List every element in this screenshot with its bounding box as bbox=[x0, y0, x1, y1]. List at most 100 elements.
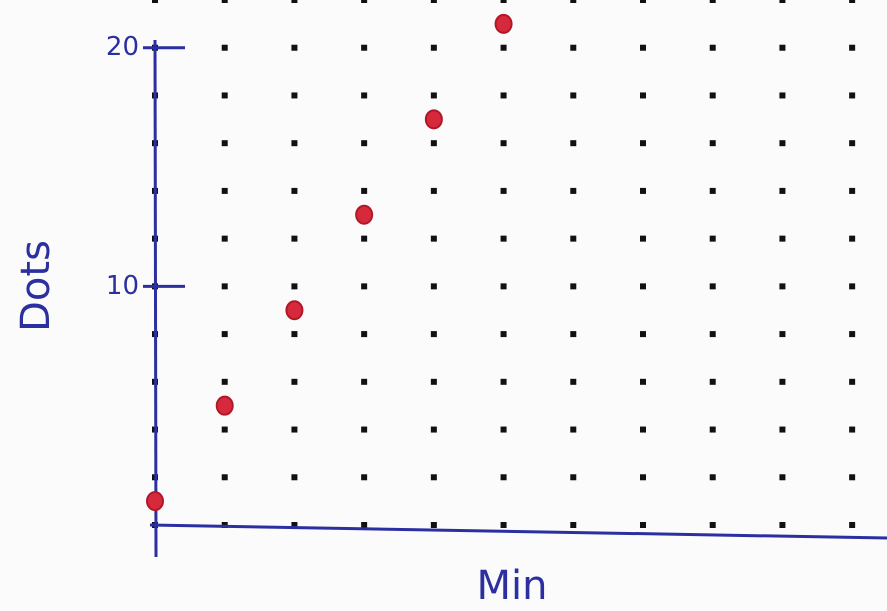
grid-dot bbox=[431, 522, 437, 528]
grid-dot bbox=[849, 140, 855, 146]
grid-dot bbox=[570, 427, 576, 433]
grid-dot bbox=[431, 379, 437, 385]
grid-dot bbox=[291, 283, 297, 289]
grid-dot bbox=[640, 283, 646, 289]
grid-dot bbox=[291, 140, 297, 146]
grid-dot bbox=[361, 283, 367, 289]
grid-dot bbox=[431, 188, 437, 194]
grid-dot bbox=[710, 188, 716, 194]
grid-dot bbox=[570, 188, 576, 194]
grid-dot bbox=[640, 140, 646, 146]
grid-dot bbox=[710, 379, 716, 385]
grid-dot bbox=[849, 331, 855, 337]
grid-dot bbox=[570, 45, 576, 51]
grid-dot bbox=[710, 92, 716, 98]
point bbox=[496, 15, 512, 33]
grid-dot bbox=[222, 140, 228, 146]
grid-dot bbox=[361, 427, 367, 433]
grid-dot bbox=[361, 0, 367, 3]
grid-dot bbox=[501, 427, 507, 433]
grid-dot bbox=[431, 0, 437, 3]
grid-dot bbox=[779, 92, 785, 98]
grid-dot bbox=[431, 474, 437, 480]
grid-dot bbox=[710, 283, 716, 289]
grid-dot bbox=[291, 236, 297, 242]
grid-dot bbox=[710, 236, 716, 242]
grid-dot bbox=[222, 379, 228, 385]
grid-dot bbox=[291, 379, 297, 385]
grid-dot bbox=[361, 474, 367, 480]
grid-dot bbox=[361, 379, 367, 385]
grid-dot bbox=[640, 45, 646, 51]
grid-dot bbox=[222, 92, 228, 98]
point bbox=[217, 397, 233, 415]
grid-dot bbox=[779, 188, 785, 194]
grid-dot bbox=[640, 188, 646, 194]
grid-dot bbox=[779, 236, 785, 242]
grid-dot bbox=[431, 140, 437, 146]
grid-dot bbox=[431, 45, 437, 51]
grid-dot bbox=[431, 92, 437, 98]
grid-dot bbox=[570, 379, 576, 385]
point bbox=[356, 206, 372, 224]
grid-dot bbox=[849, 522, 855, 528]
grid-dot bbox=[640, 474, 646, 480]
background bbox=[0, 0, 887, 611]
grid-dot bbox=[431, 236, 437, 242]
grid-dot bbox=[570, 0, 576, 3]
grid-dot bbox=[501, 236, 507, 242]
grid-dot bbox=[779, 522, 785, 528]
grid-dot bbox=[640, 379, 646, 385]
y-axis-label: Dots bbox=[13, 240, 59, 332]
grid-dot bbox=[570, 283, 576, 289]
grid-dot bbox=[501, 522, 507, 528]
grid-dot bbox=[501, 0, 507, 3]
grid-dot bbox=[501, 331, 507, 337]
grid-dot bbox=[779, 379, 785, 385]
grid-dot bbox=[222, 45, 228, 51]
grid-dot bbox=[570, 474, 576, 480]
grid-dot bbox=[501, 379, 507, 385]
grid-dot bbox=[779, 427, 785, 433]
x-axis-label: Min bbox=[477, 563, 548, 609]
grid-dot bbox=[849, 0, 855, 3]
grid-dot bbox=[570, 522, 576, 528]
y-tick-label: 10 bbox=[106, 271, 139, 301]
grid-dot bbox=[361, 331, 367, 337]
grid-dot bbox=[710, 474, 716, 480]
grid-dot bbox=[640, 236, 646, 242]
grid-dot bbox=[431, 331, 437, 337]
grid-dot bbox=[361, 140, 367, 146]
grid-dot bbox=[501, 140, 507, 146]
grid-dot bbox=[849, 92, 855, 98]
grid-dot bbox=[501, 474, 507, 480]
grid-dot bbox=[640, 92, 646, 98]
grid-dot bbox=[222, 474, 228, 480]
grid-dot bbox=[152, 0, 158, 3]
grid-dot bbox=[291, 0, 297, 3]
grid-dot bbox=[222, 188, 228, 194]
grid-dot bbox=[291, 188, 297, 194]
grid-dot bbox=[501, 92, 507, 98]
grid-dot bbox=[222, 283, 228, 289]
grid-dot bbox=[222, 0, 228, 3]
grid-dot bbox=[640, 331, 646, 337]
grid-dot bbox=[570, 140, 576, 146]
grid-dot bbox=[779, 283, 785, 289]
grid-dot bbox=[570, 236, 576, 242]
grid-dot bbox=[710, 0, 716, 3]
grid-dot bbox=[779, 45, 785, 51]
grid-dot bbox=[501, 283, 507, 289]
grid-dot bbox=[710, 427, 716, 433]
grid-dot bbox=[291, 45, 297, 51]
grid-dot bbox=[291, 331, 297, 337]
y-tick-label: 20 bbox=[106, 32, 139, 62]
grid-dot bbox=[640, 427, 646, 433]
grid-dot bbox=[291, 427, 297, 433]
grid-dot bbox=[361, 45, 367, 51]
grid-dot bbox=[361, 188, 367, 194]
grid-dot bbox=[361, 236, 367, 242]
grid-dot bbox=[222, 427, 228, 433]
grid-dot bbox=[222, 331, 228, 337]
grid-dot bbox=[849, 188, 855, 194]
